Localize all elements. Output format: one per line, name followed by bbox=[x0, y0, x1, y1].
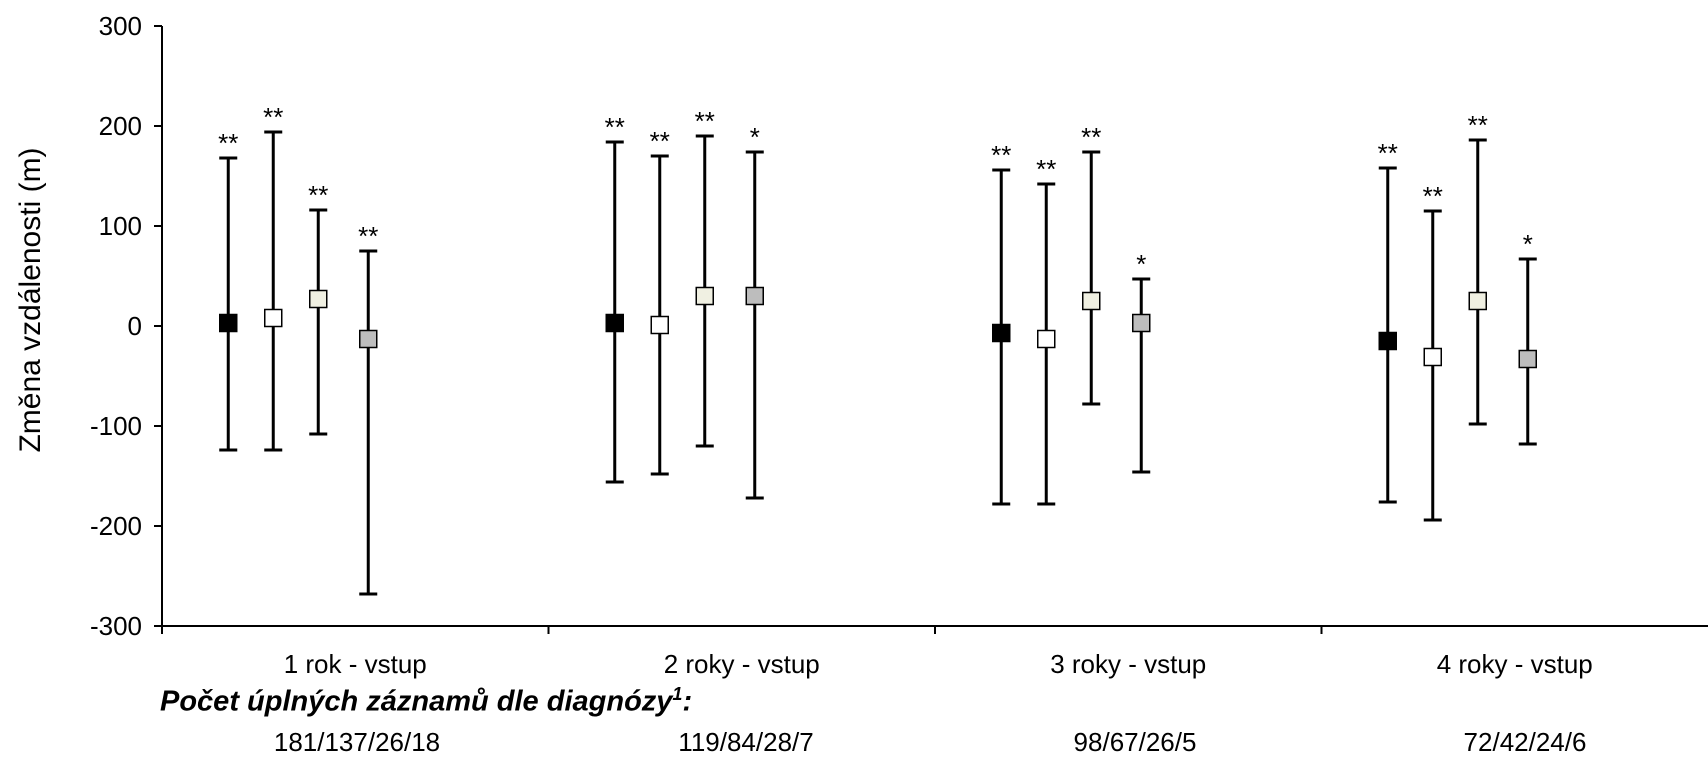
data-point bbox=[264, 308, 283, 328]
x-category-label: 1 rok - vstup bbox=[284, 649, 427, 679]
y-tick-label: -200 bbox=[90, 511, 142, 541]
tick-labels: 300 200 100 0 -100 -200 -300 1 rok - vstup 2 rok… bbox=[90, 11, 1593, 679]
significance-label: ** bbox=[218, 128, 238, 158]
data-point bbox=[745, 286, 764, 306]
y-tick-label: -300 bbox=[90, 611, 142, 641]
axes bbox=[154, 25, 1708, 634]
significance-label: ** bbox=[991, 140, 1011, 170]
count-label: 98/67/26/5 bbox=[1073, 727, 1197, 757]
x-category-label: 2 roky - vstup bbox=[664, 649, 820, 679]
data-point bbox=[309, 289, 328, 309]
data-point bbox=[1082, 291, 1101, 311]
significance-label: * bbox=[750, 122, 760, 152]
y-axis-label: Změna vzdálenosti (m) bbox=[14, 147, 47, 452]
significance-label: ** bbox=[605, 112, 625, 142]
significance-label: ** bbox=[695, 106, 715, 136]
significance-label: ** bbox=[1036, 154, 1056, 184]
count-label: 119/84/28/7 bbox=[678, 727, 814, 757]
data-point bbox=[1423, 347, 1442, 367]
y-tick-label: 300 bbox=[99, 11, 142, 41]
x-category-label: 4 roky - vstup bbox=[1437, 649, 1593, 679]
y-tick-label: 200 bbox=[99, 111, 142, 141]
footnote-heading-text: Počet úplných záznamů dle diagnózy bbox=[160, 685, 673, 718]
x-category-label: 3 roky - vstup bbox=[1050, 649, 1206, 679]
data-point bbox=[992, 323, 1011, 343]
data-point bbox=[1037, 329, 1056, 349]
y-tick-label: 0 bbox=[128, 311, 142, 341]
data-point bbox=[650, 315, 669, 335]
data-point bbox=[695, 286, 714, 306]
significance-label: ** bbox=[308, 180, 328, 210]
y-tick-label: -100 bbox=[90, 411, 142, 441]
count-label: 72/42/24/6 bbox=[1463, 727, 1587, 757]
chart-marks: ****** **************** ******* bbox=[218, 102, 1537, 596]
significance-label: ** bbox=[263, 102, 283, 132]
data-point bbox=[1378, 331, 1397, 351]
significance-label: * bbox=[1523, 229, 1533, 259]
significance-label: ** bbox=[1468, 110, 1488, 140]
significance-label: * bbox=[1136, 249, 1146, 279]
data-point bbox=[1518, 349, 1537, 369]
significance-label: ** bbox=[1378, 138, 1398, 168]
significance-label: ** bbox=[1081, 122, 1101, 152]
footnote-superscript: 1 bbox=[672, 684, 683, 704]
data-point bbox=[1468, 291, 1487, 311]
data-point bbox=[1132, 313, 1151, 333]
y-tick-label: 100 bbox=[99, 211, 142, 241]
significance-label: ** bbox=[358, 221, 378, 251]
data-point bbox=[219, 313, 238, 333]
footnote-heading-suffix: : bbox=[682, 685, 693, 718]
count-label: 181/137/26/18 bbox=[273, 727, 441, 757]
footnote-heading: Počet úplných záznamů dle diagnózy1: bbox=[160, 684, 692, 719]
data-point bbox=[359, 329, 378, 349]
data-point bbox=[605, 313, 624, 333]
significance-label: ** bbox=[650, 126, 670, 156]
significance-label: ** bbox=[1423, 181, 1443, 211]
